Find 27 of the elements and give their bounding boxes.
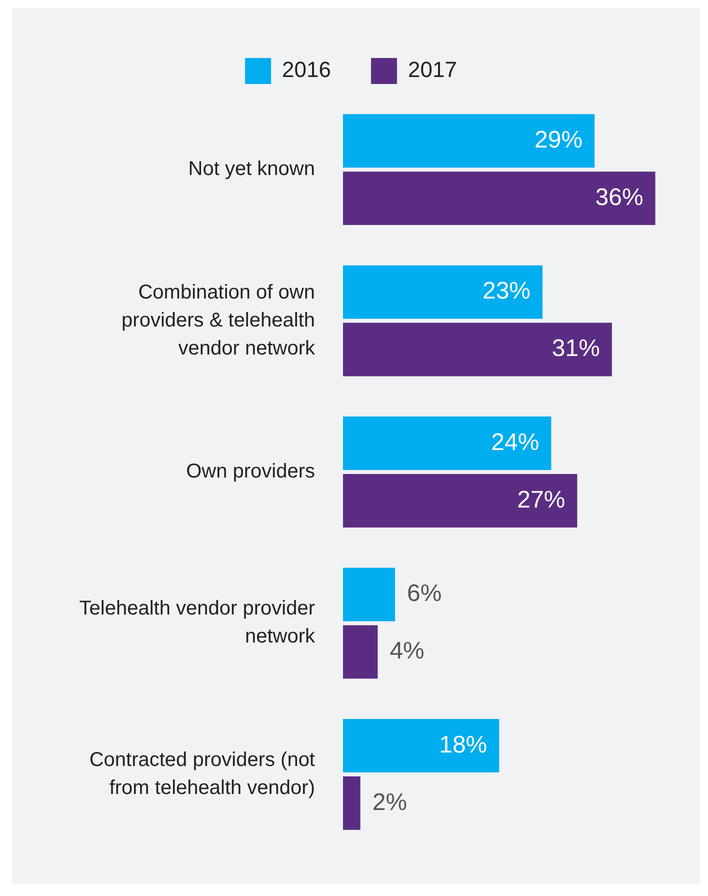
data-label: 31% — [552, 335, 600, 362]
y-tick-label: Not yet known — [188, 158, 315, 180]
y-tick-label: Combination of own providers & telehealth vendor network — [122, 281, 316, 360]
bar — [343, 568, 396, 622]
y-tick-label: Telehealth vendor provider network — [79, 598, 316, 648]
bar — [343, 265, 543, 319]
legend-label: 2016 — [282, 57, 332, 82]
bar — [343, 474, 578, 528]
data-label: 36% — [595, 184, 644, 211]
bar — [343, 114, 595, 168]
bar — [343, 172, 656, 226]
y-tick-label: Contracted providers (not from telehealth vendor) — [89, 748, 316, 799]
bar — [343, 776, 360, 830]
data-label: 6% — [407, 580, 442, 608]
data-label: 18% — [439, 731, 488, 758]
data-label: 2% — [372, 788, 408, 816]
data-label: 4% — [390, 638, 424, 665]
bar — [343, 416, 552, 470]
bar — [343, 625, 378, 679]
y-tick-label: Own providers — [186, 460, 315, 483]
legend-label: 2017 — [408, 57, 457, 82]
data-label: 23% — [482, 278, 531, 305]
bar — [343, 718, 500, 772]
data-label: 27% — [517, 486, 566, 514]
data-label: 29% — [534, 126, 583, 154]
data-label: 24% — [491, 428, 540, 456]
bar — [343, 322, 612, 376]
